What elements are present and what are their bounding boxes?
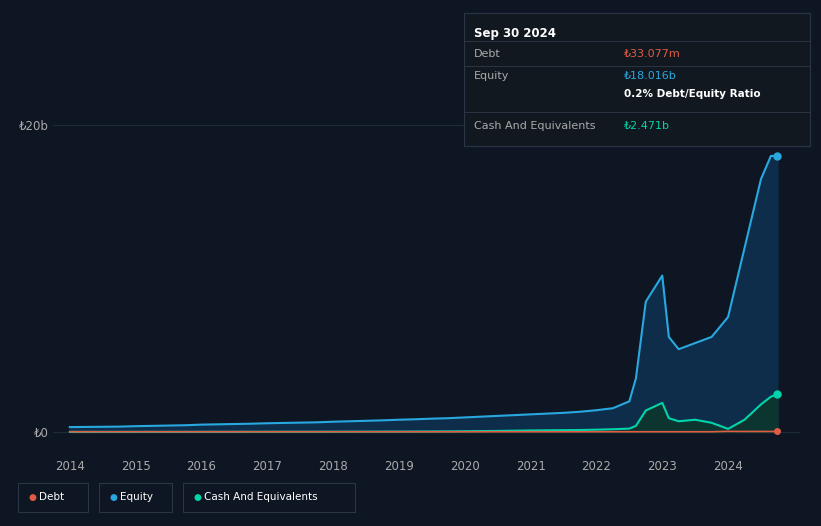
Text: Cash And Equivalents: Cash And Equivalents: [474, 120, 595, 130]
Text: ₺33.077m: ₺33.077m: [624, 49, 681, 59]
Text: Cash And Equivalents: Cash And Equivalents: [204, 492, 318, 502]
Text: ₺18.016b: ₺18.016b: [624, 71, 677, 81]
Text: ●: ●: [109, 492, 117, 502]
Text: ₺2.471b: ₺2.471b: [624, 120, 670, 130]
Text: Equity: Equity: [120, 492, 153, 502]
Text: 0.2% Debt/Equity Ratio: 0.2% Debt/Equity Ratio: [624, 89, 760, 99]
Text: Debt: Debt: [474, 49, 501, 59]
Text: Debt: Debt: [39, 492, 65, 502]
Text: ●: ●: [29, 492, 37, 502]
Text: Sep 30 2024: Sep 30 2024: [474, 27, 556, 39]
Text: ●: ●: [194, 492, 202, 502]
Text: Equity: Equity: [474, 71, 509, 81]
